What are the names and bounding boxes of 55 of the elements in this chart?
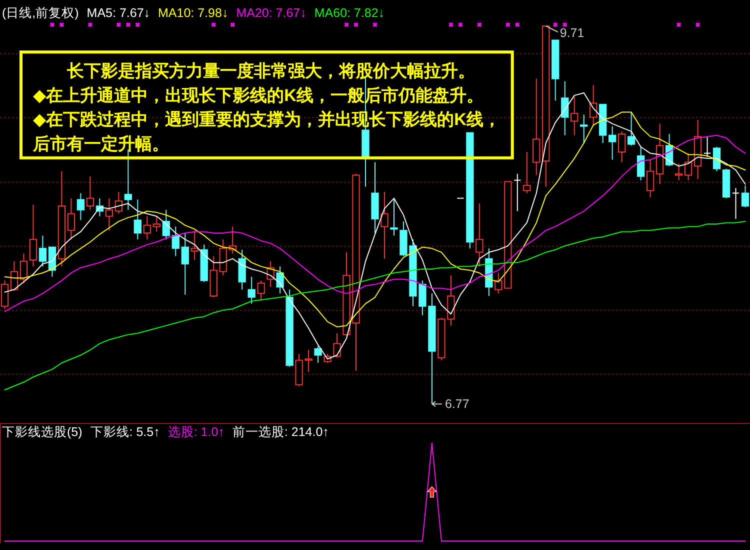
candlestick [162, 209, 170, 240]
candlestick [257, 280, 265, 300]
text: MA20: 7.67↓ [236, 6, 306, 20]
candlestick [190, 230, 198, 260]
chart-title: 下影线选股(5) [2, 425, 82, 439]
text: MA10: 7.98↓ [158, 6, 228, 20]
candlestick [86, 176, 94, 210]
candlestick [637, 146, 645, 181]
candlestick [580, 114, 588, 144]
candlestick [248, 276, 256, 304]
candlestick [134, 199, 142, 240]
candlestick [703, 136, 712, 158]
candlestick [76, 192, 85, 221]
candlestick [152, 216, 160, 232]
candlestick [590, 84, 598, 127]
candlestick [476, 202, 484, 267]
candlestick [684, 152, 692, 181]
candlestick [105, 198, 113, 231]
text: 前一选股: 214.0↑ [232, 425, 329, 439]
candlestick [333, 332, 341, 358]
candlestick [143, 216, 151, 240]
text: MA5: 7.67↓ [86, 6, 150, 20]
candlestick [618, 130, 626, 163]
candlestick [628, 112, 636, 146]
candlestick [570, 96, 578, 136]
candlestick [732, 188, 740, 220]
annotation: 9.71 [560, 26, 584, 40]
candlestick [674, 163, 683, 181]
annotation: 长下影是指买方力量一度非常强大，将股价大幅拉升。 [66, 62, 475, 80]
candlestick [646, 159, 654, 198]
candlestick [48, 246, 56, 278]
candlestick [181, 232, 189, 296]
candlestick [38, 235, 47, 267]
text: MA60: 7.82↓ [314, 6, 385, 20]
candlestick [608, 126, 616, 160]
chart-title: (日线,前复权) [2, 6, 79, 20]
candlestick [314, 346, 322, 364]
candlestick [523, 152, 531, 194]
candlestick [219, 238, 227, 276]
candlestick [172, 226, 180, 257]
candlestick [390, 199, 398, 236]
candlestick [561, 80, 569, 136]
text: 下影线: 5.5↑ [90, 425, 160, 439]
candlestick [532, 78, 540, 176]
candlestick [20, 253, 28, 284]
candlestick [494, 272, 502, 294]
candlestick [514, 173, 522, 212]
candlestick [67, 198, 76, 240]
text: 选股: 1.0↑ [168, 425, 224, 439]
candlestick [238, 249, 246, 290]
candlestick [29, 204, 38, 267]
annotation: 后市有一定升幅。 [32, 134, 169, 154]
candlestick [741, 184, 750, 208]
candlestick [380, 191, 388, 260]
annotation: 6.77 [444, 397, 470, 411]
